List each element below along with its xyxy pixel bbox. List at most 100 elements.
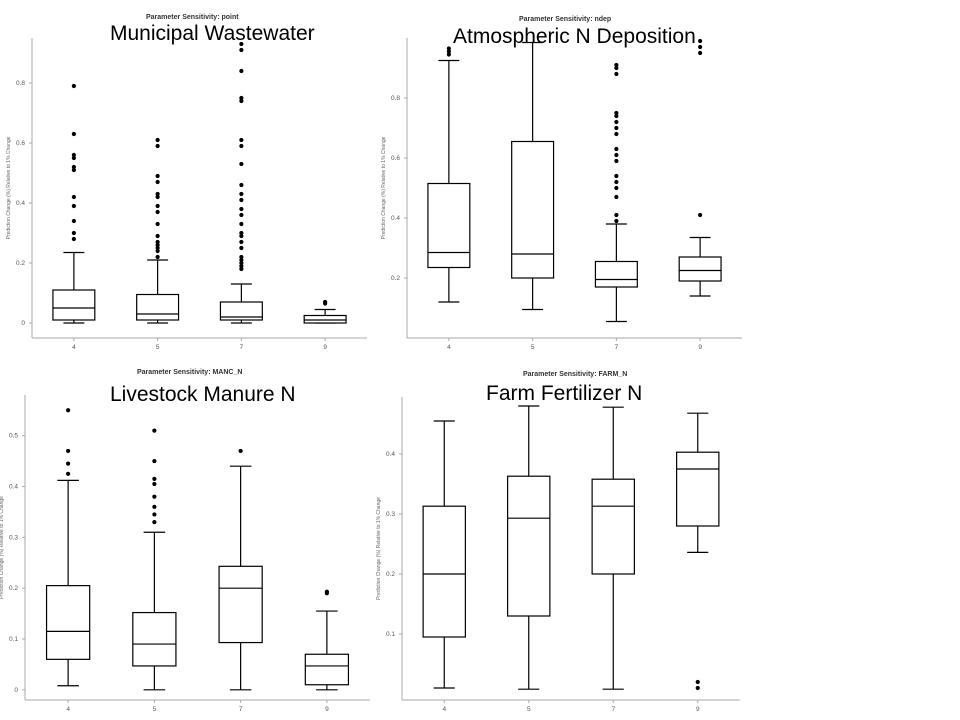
x-tick-label: 7 — [239, 706, 243, 713]
y-axis-label: Prediction Change (%) Relative to 1% Cha… — [0, 496, 5, 599]
x-tick-label: 5 — [156, 344, 160, 351]
outlier-point — [614, 146, 619, 152]
x-tick-label: 9 — [325, 706, 329, 713]
box-4 — [422, 420, 466, 689]
outlier-point — [239, 47, 244, 53]
box-9 — [678, 38, 722, 297]
x-tick-label: 9 — [323, 344, 327, 351]
outlier-point — [614, 218, 619, 224]
y-tick-label: 0.1 — [386, 631, 395, 638]
outlier-point — [155, 209, 160, 215]
outlier-point — [152, 458, 157, 464]
x-tick-label: 7 — [611, 706, 615, 713]
x-tick-label: 9 — [696, 706, 700, 713]
outlier-point — [155, 242, 160, 248]
outlier-point — [614, 179, 619, 185]
y-tick-label: 0.4 — [9, 484, 18, 491]
outlier-point — [238, 448, 243, 454]
iqr-box — [132, 611, 177, 667]
y-tick-label: 0 — [14, 687, 18, 694]
chart-subtitle-livestock-manure-n: Parameter Sensitivity: MANC_N — [137, 369, 243, 376]
outlier-point — [155, 179, 160, 185]
x-tick-label: 5 — [527, 706, 531, 713]
outlier-point — [239, 263, 244, 269]
outlier-point — [239, 68, 244, 74]
outlier-point — [71, 236, 76, 242]
iqr-box — [507, 475, 551, 617]
outlier-point — [239, 230, 244, 236]
y-tick-label: 0.1 — [9, 636, 18, 643]
outlier-point — [239, 143, 244, 149]
y-tick-label: 0.4 — [391, 215, 400, 222]
outlier-point — [152, 481, 157, 487]
y-tick-label: 0.3 — [9, 534, 18, 541]
x-tick-label: 7 — [240, 344, 244, 351]
outlier-point — [66, 408, 71, 413]
iqr-box — [678, 256, 722, 282]
y-axis-label: Prediction Change (%) Relative to 1% Cha… — [376, 497, 382, 600]
outlier-point — [239, 212, 244, 218]
outlier-point — [239, 161, 244, 167]
outlier-point — [239, 260, 244, 266]
y-tick-label: 0.2 — [391, 275, 400, 282]
x-tick-label: 5 — [531, 344, 535, 351]
outlier-point — [155, 191, 160, 197]
outlier-point — [239, 41, 244, 47]
outlier-point — [152, 512, 157, 517]
outlier-point — [152, 494, 157, 499]
y-axis-label: Prediction Change (%) Relative to 1% Cha… — [381, 136, 387, 239]
outlier-point — [239, 95, 244, 101]
y-tick-label: 0.2 — [16, 260, 25, 267]
iqr-box — [45, 585, 91, 660]
outlier-point — [614, 65, 619, 71]
box-plot-atmospheric-n-deposition: Prediction Change (%) Relative to 1% Cha… — [381, 38, 742, 351]
outlier-point — [698, 44, 703, 50]
x-tick-label: 5 — [153, 706, 157, 713]
outlier-point — [614, 185, 619, 191]
box-9 — [676, 412, 720, 691]
iqr-box — [52, 289, 96, 321]
x-tick-label: 4 — [66, 706, 70, 713]
outlier-point — [71, 167, 76, 173]
outlier-point — [239, 221, 244, 227]
outlier-point — [324, 589, 329, 594]
chart-subtitle-municipal-wastewater: Parameter Sensitivity: point — [146, 14, 239, 21]
iqr-box — [511, 140, 555, 279]
outlier-point — [71, 155, 76, 161]
chart-title-atmospheric-n-deposition: Atmospheric N Deposition — [453, 25, 696, 48]
outlier-point — [446, 49, 451, 54]
box-5 — [507, 405, 551, 690]
outlier-point — [71, 131, 76, 137]
outlier-point — [614, 71, 619, 77]
chart-title-farm-fertilizer-n: Farm Fertilizer N — [486, 382, 643, 405]
outlier-point — [66, 461, 71, 466]
outlier-point — [239, 239, 244, 245]
y-axis-label: Prediction Change (%) Relative to 1% Cha… — [6, 136, 12, 239]
outlier-point — [155, 137, 160, 143]
iqr-box — [218, 565, 263, 644]
box-plot-livestock-manure-n: Prediction Change (%) Relative to 1% Cha… — [0, 395, 370, 713]
outlier-point — [155, 173, 160, 179]
y-tick-label: 0.6 — [16, 140, 25, 147]
outlier-point — [446, 46, 451, 51]
outlier-point — [155, 203, 160, 209]
outlier-point — [71, 230, 76, 236]
outlier-point — [239, 98, 244, 104]
outlier-point — [155, 254, 160, 260]
outlier-point — [323, 299, 328, 305]
outlier-point — [155, 233, 160, 239]
outlier-point — [239, 182, 244, 188]
outlier-point — [155, 194, 160, 200]
box-7 — [594, 62, 638, 323]
y-tick-label: 0.5 — [9, 433, 18, 440]
iqr-box — [136, 293, 180, 321]
box-9 — [304, 589, 350, 691]
x-tick-label: 4 — [442, 706, 446, 713]
outlier-point — [71, 83, 76, 89]
box-7 — [591, 406, 635, 690]
outlier-point — [614, 173, 619, 179]
outlier-point — [614, 119, 619, 125]
outlier-point — [239, 137, 244, 143]
outlier-point — [698, 50, 703, 56]
x-tick-label: 7 — [615, 344, 619, 351]
